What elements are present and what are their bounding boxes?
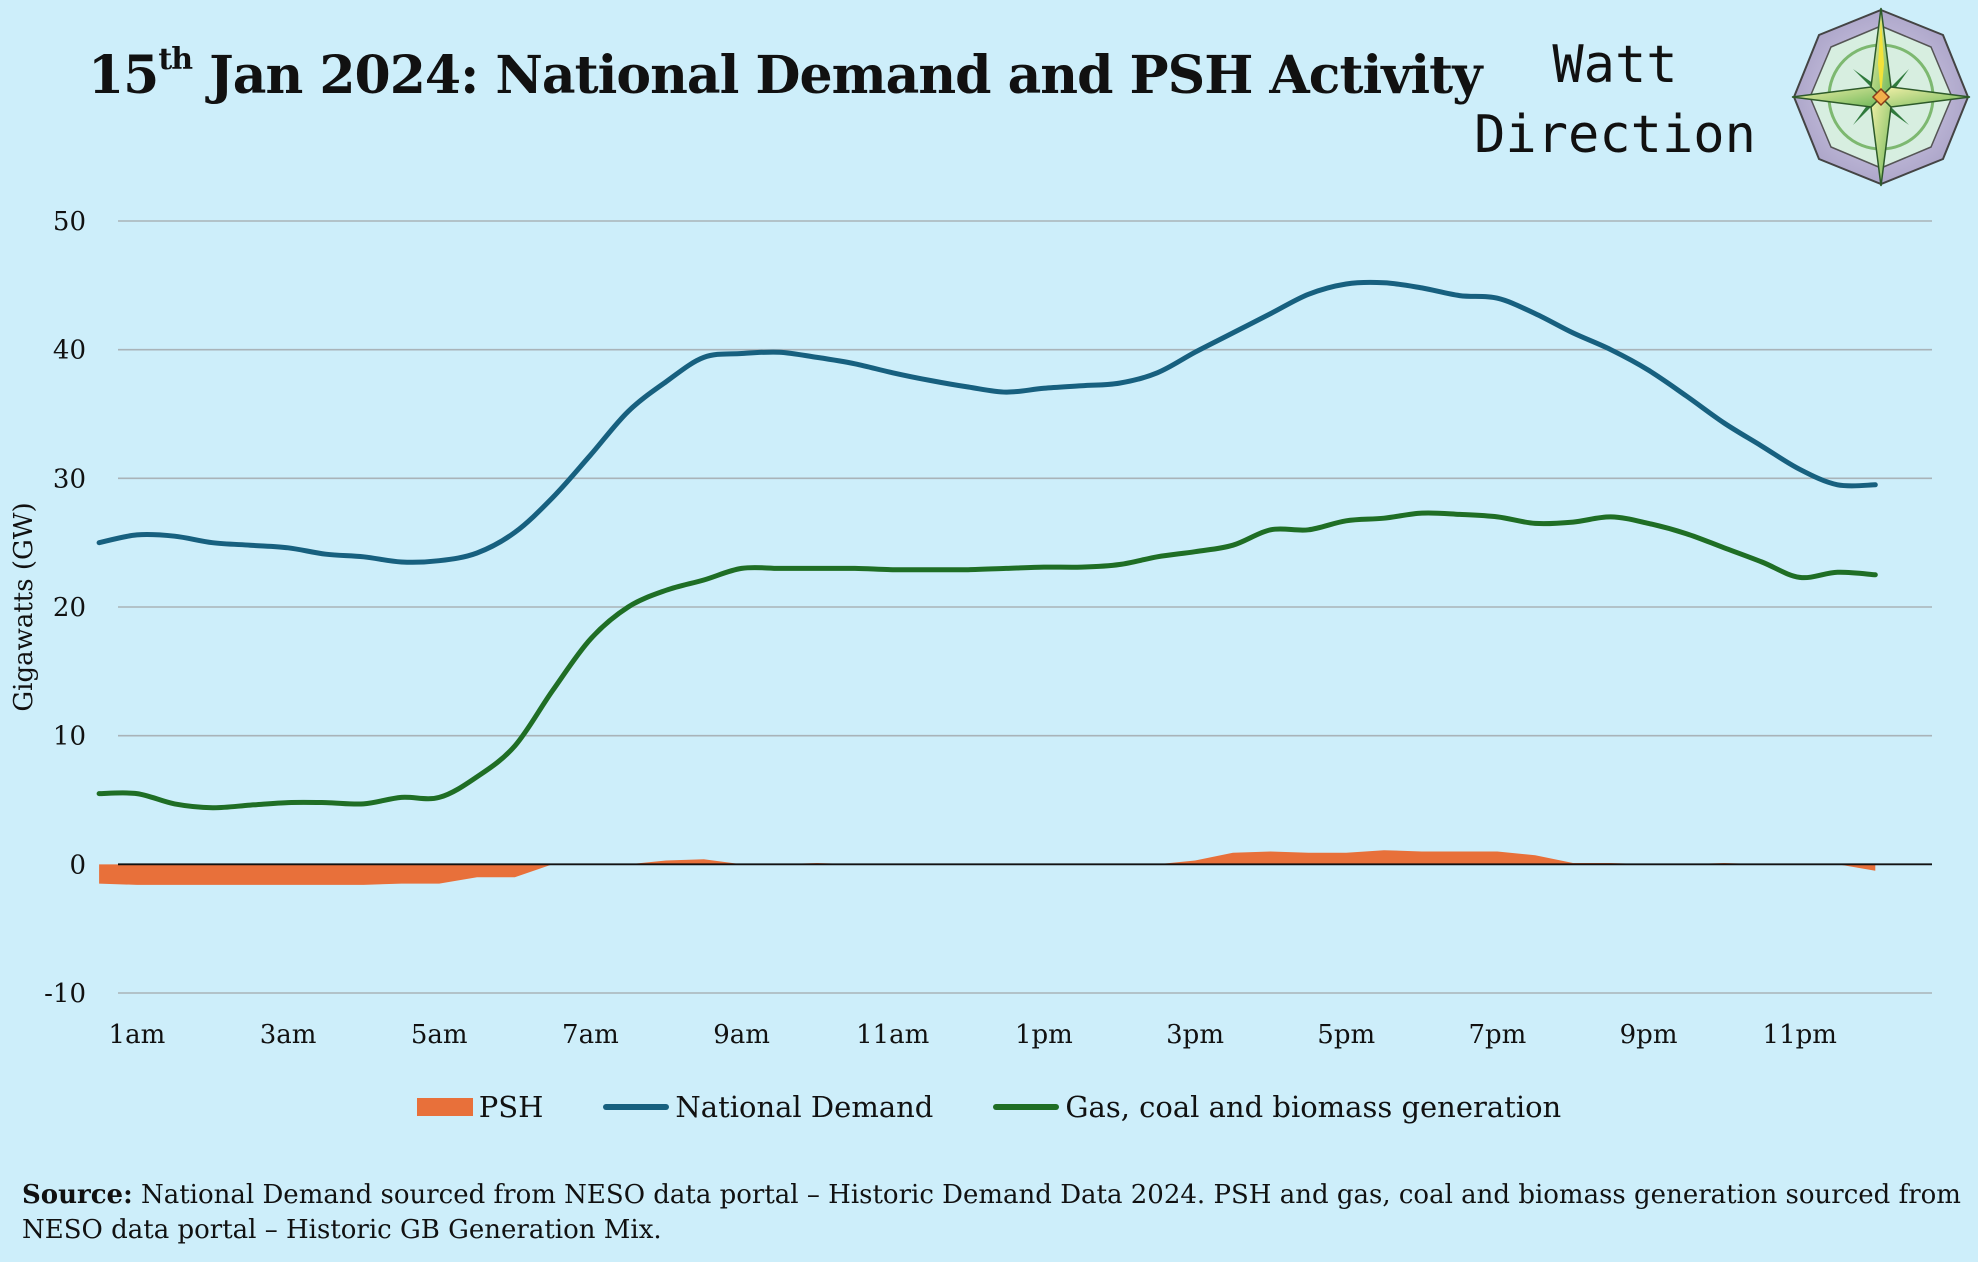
legend-item-gas-coal-biomass: Gas, coal and biomass generation: [993, 1090, 1561, 1124]
legend-label-national-demand: National Demand: [675, 1090, 934, 1124]
legend-label-psh: PSH: [478, 1090, 544, 1124]
y-tick-label: 10: [53, 722, 86, 752]
x-tick-label: 5am: [411, 1020, 468, 1050]
series-lines: [96, 279, 1878, 811]
compass-logo-icon: [1791, 7, 1971, 187]
x-tick-label: 9am: [713, 1020, 770, 1050]
legend-swatch-psh: [416, 1098, 473, 1116]
gridlines: [118, 220, 1932, 994]
y-tick-label: 40: [53, 336, 86, 366]
title-rest: Jan 2024: National Demand and PSH Activi…: [192, 45, 1482, 106]
y-tick-label: 30: [53, 464, 86, 494]
legend-label-gas-coal-biomass: Gas, coal and biomass generation: [1065, 1090, 1562, 1124]
brand-line-1: Watt: [1552, 35, 1678, 95]
x-tick-label: 9pm: [1620, 1020, 1678, 1050]
x-tick-label: 11pm: [1763, 1020, 1837, 1050]
brand-name: Watt Direction: [1440, 30, 1790, 170]
brand-line-2: Direction: [1474, 105, 1756, 165]
legend-item-national-demand: National Demand: [603, 1090, 933, 1124]
x-tick-label: 1pm: [1015, 1020, 1073, 1050]
x-tick-label: 7pm: [1468, 1020, 1526, 1050]
x-axis-ticks: 1am 3am 5am 7am 9am 11am 1pm 3pm 5pm 7pm 9pm 11pm: [109, 1020, 1837, 1050]
y-tick-label: -10: [44, 979, 86, 1009]
x-tick-label: 11am: [856, 1020, 929, 1050]
y-tick-label: 20: [53, 593, 86, 623]
x-tick-label: 1am: [109, 1020, 166, 1050]
x-tick-label: 7am: [562, 1020, 619, 1050]
x-tick-label: 3am: [260, 1020, 317, 1050]
source-text: National Demand sourced from NESO data p…: [22, 1180, 1961, 1245]
y-axis-ticks: -10 0 10 20 30 40 50: [44, 207, 86, 1009]
national-demand-line: [96, 279, 1878, 565]
legend: PSH National Demand Gas, coal and biomas…: [0, 1090, 1978, 1124]
x-tick-label: 5pm: [1317, 1020, 1375, 1050]
title-ordinal-suffix: th: [158, 42, 193, 77]
legend-swatch-national-demand: [603, 1104, 670, 1110]
legend-item-psh: PSH: [416, 1090, 544, 1124]
x-tick-label: 3pm: [1166, 1020, 1224, 1050]
psh-area: [99, 850, 1876, 885]
psh-area-layer: [99, 850, 1876, 885]
legend-swatch-gas-coal-biomass: [993, 1104, 1060, 1110]
title-day: 15: [88, 45, 159, 106]
gas-coal-biomass-line: [96, 510, 1878, 811]
y-axis-label: Gigawatts (GW): [9, 502, 39, 711]
y-tick-label: 0: [69, 850, 86, 880]
source-note: Source: National Demand sourced from NES…: [22, 1178, 1962, 1248]
chart-title: 15th Jan 2024: National Demand and PSH A…: [88, 42, 1482, 106]
y-tick-label: 50: [53, 207, 86, 237]
source-label: Source:: [22, 1180, 133, 1210]
